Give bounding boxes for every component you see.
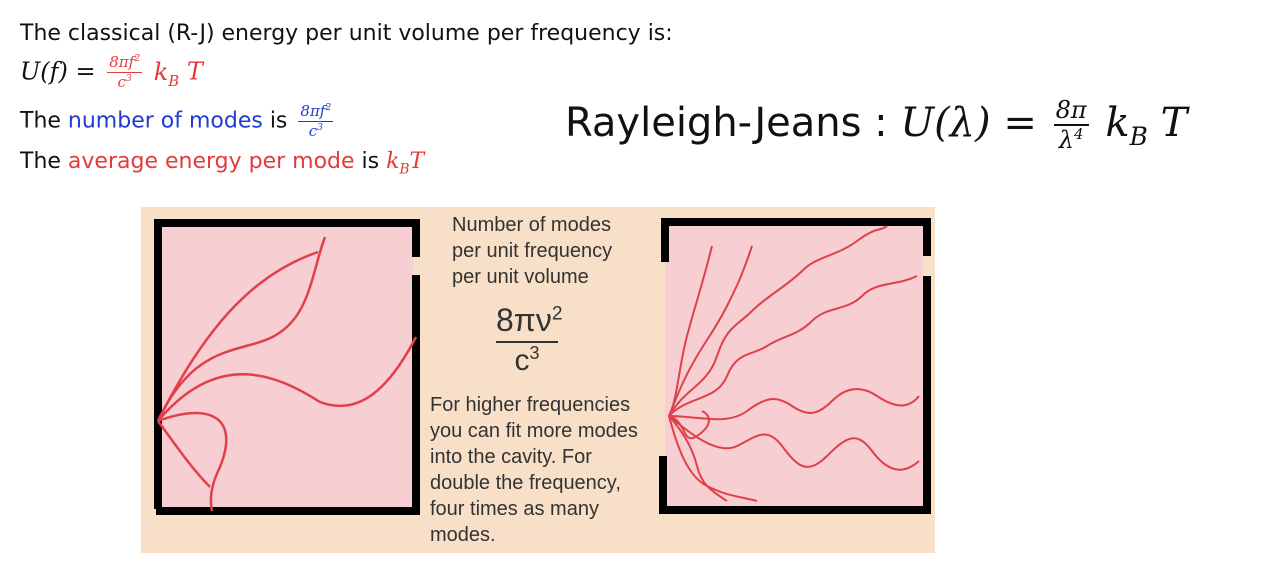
cavity-interior	[665, 224, 923, 508]
energy-line: The average energy per mode is kBT	[20, 148, 424, 176]
cavity-walls	[659, 218, 931, 514]
figure-explanation: For higher frequencies you can fit more …	[430, 392, 638, 548]
explanation-line: four times as many	[430, 498, 599, 520]
wave-mode	[157, 411, 228, 512]
rj-boltzmann: kB	[1105, 100, 1148, 151]
modes-fraction: 8πf2 c3	[298, 102, 334, 140]
wave-mode	[668, 275, 918, 417]
rj-label: Rayleigh-Jeans :	[565, 100, 901, 146]
classical-formula: U(f) = 8πf2 c3 kB T	[20, 53, 203, 91]
cavity-interior	[158, 225, 413, 509]
average-energy-label: average energy per mode	[67, 149, 355, 174]
density-denominator: c	[514, 344, 530, 377]
modes-prefix: The	[20, 108, 68, 134]
heading-line: Number of modes	[452, 214, 611, 236]
wave-mode	[156, 420, 211, 488]
wave-mode	[668, 415, 728, 502]
modes-density-formula: 8πν2 c3	[496, 301, 563, 379]
modes-numerator: 8πf	[300, 102, 326, 120]
rayleigh-jeans-formula: Rayleigh-Jeans : U(λ) = 8π λ4 kB T	[565, 98, 1187, 152]
intro-line: The classical (R-J) energy per unit volu…	[20, 21, 673, 46]
rj-numerator: 8π	[1053, 96, 1089, 126]
wave-mode	[668, 245, 753, 417]
rj-temperature: T	[1160, 100, 1188, 146]
standing-waves	[156, 236, 418, 512]
wave-mode	[668, 410, 710, 440]
energy-kbt: kBT	[386, 149, 425, 178]
modes-denominator: c	[308, 122, 318, 140]
wave-mode	[156, 236, 327, 422]
wave-mode	[156, 250, 319, 422]
wave-mode	[668, 415, 920, 471]
temperature-term: T	[186, 57, 203, 86]
formula-fraction: 8πf2 c3	[107, 53, 143, 91]
wave-mode	[668, 388, 920, 421]
rj-fraction: 8π λ4	[1053, 96, 1089, 154]
density-numerator-exponent: 2	[551, 303, 563, 325]
heading-line: per unit volume	[452, 266, 589, 288]
modes-is: is	[262, 108, 288, 134]
wave-mode	[668, 245, 713, 417]
explanation-line: For higher frequencies	[430, 394, 631, 416]
density-denominator-exponent: 3	[529, 343, 540, 363]
explanation-line: modes.	[430, 524, 496, 546]
energy-is: is	[354, 149, 387, 174]
explanation-line: into the cavity. For	[430, 446, 592, 468]
heading-line: per unit frequency	[452, 240, 613, 262]
modes-numerator-exponent: 2	[325, 102, 332, 113]
wave-mode	[668, 225, 888, 417]
wave-mode	[157, 336, 418, 422]
fraction-numerator: 8πf	[109, 53, 135, 71]
fraction-denominator: c	[117, 73, 126, 91]
number-of-modes-label: number of modes	[67, 108, 263, 134]
low-frequency-cavity	[154, 219, 420, 515]
rj-denominator-exponent: 4	[1073, 125, 1084, 143]
formula-lhs: U(f) =	[20, 57, 96, 86]
figure-heading: Number of modes per unit frequency per u…	[452, 212, 612, 290]
boltzmann-term: kB	[153, 57, 180, 90]
rj-lhs: U(λ) =	[900, 100, 1037, 146]
explanation-line: you can fit more modes	[430, 420, 638, 442]
numerator-exponent: 2	[134, 53, 141, 64]
rj-denominator: λ	[1058, 126, 1074, 154]
cavity-walls	[154, 219, 420, 515]
explanation-line: double the frequency,	[430, 472, 621, 494]
high-frequency-cavity	[659, 218, 931, 514]
energy-prefix: The	[20, 149, 68, 174]
denominator-exponent: 3	[125, 73, 132, 84]
modes-denominator-exponent: 3	[317, 122, 324, 133]
standing-waves	[668, 225, 920, 502]
density-numerator: 8πν	[496, 302, 552, 338]
modes-line: The number of modes is 8πf2 c3	[20, 102, 337, 140]
